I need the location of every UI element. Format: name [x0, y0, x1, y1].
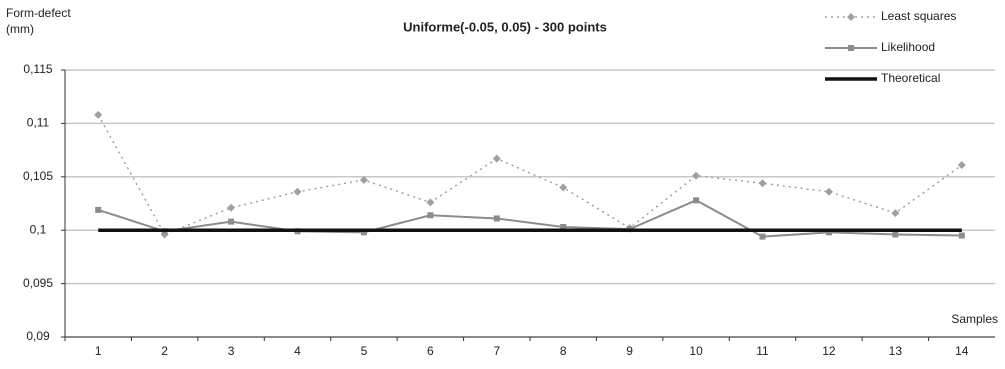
marker: [892, 231, 899, 238]
x-tick-label: 14: [955, 344, 969, 358]
y-tick-label: 0,115: [23, 62, 52, 76]
y-tick-label: 0,105: [23, 169, 53, 183]
x-tick-label: 10: [689, 344, 703, 358]
marker: [824, 187, 833, 196]
x-tick-label: 3: [228, 344, 235, 358]
series-line: [97, 114, 963, 236]
x-tick-label: 8: [560, 344, 567, 358]
marker: [559, 183, 568, 192]
y-tick-label: 0,11: [27, 116, 50, 130]
x-axis-label: Samples: [951, 312, 998, 326]
series-line: [97, 199, 962, 238]
marker: [848, 45, 854, 51]
y-tick-label: 0,1: [30, 222, 47, 236]
marker: [94, 110, 103, 119]
x-tick-label: 4: [294, 344, 301, 358]
y-tick-label: 0,095: [23, 276, 53, 290]
marker: [426, 198, 435, 207]
marker: [825, 229, 832, 236]
legend-label: Theoretical: [881, 71, 940, 85]
marker: [95, 206, 102, 213]
marker: [227, 203, 236, 212]
legend-label: Least squares: [881, 9, 956, 23]
y-tick-label: 0,09: [26, 329, 50, 343]
x-tick-label: 5: [361, 344, 368, 358]
marker: [759, 233, 766, 240]
marker: [560, 223, 567, 230]
x-tick-label: 1: [95, 344, 102, 358]
marker: [958, 232, 965, 239]
marker: [758, 179, 767, 188]
marker: [228, 218, 235, 225]
marker: [693, 197, 700, 204]
y-axis-label: Form-defect: [6, 6, 71, 20]
marker: [492, 154, 501, 163]
x-tick-label: 12: [822, 344, 836, 358]
marker: [293, 187, 302, 196]
x-tick-label: 11: [756, 344, 769, 358]
x-tick-label: 7: [493, 344, 500, 358]
marker: [493, 215, 500, 222]
x-tick-label: 2: [161, 344, 168, 358]
marker: [957, 161, 966, 170]
x-tick-label: 9: [626, 344, 633, 358]
marker: [427, 212, 434, 219]
marker: [360, 229, 367, 236]
marker: [359, 176, 368, 185]
x-tick-label: 6: [427, 344, 434, 358]
y-axis-label: (mm): [6, 22, 34, 36]
x-tick-label: 13: [889, 344, 903, 358]
chart-title: Uniforme(-0.05, 0.05) - 300 points: [403, 19, 607, 34]
marker: [847, 13, 855, 21]
marker: [891, 209, 900, 218]
legend-label: Likelihood: [881, 40, 935, 54]
marker: [692, 171, 701, 180]
